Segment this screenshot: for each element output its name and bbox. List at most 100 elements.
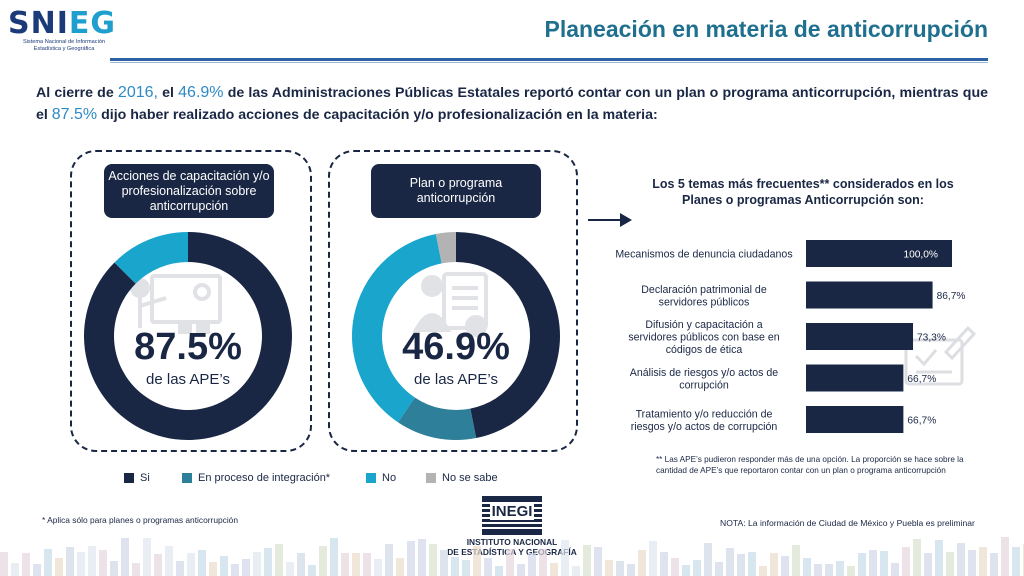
snieg-logo-subtitle: Sistema Nacional de Información Estadíst…	[22, 39, 106, 52]
strip-block	[616, 561, 624, 576]
strip-block	[121, 538, 129, 576]
intro-paragraph: Al cierre de 2016, el 46.9% de las Admin…	[36, 84, 989, 123]
strip-block	[55, 558, 63, 576]
title-divider	[110, 58, 988, 61]
strip-block	[660, 552, 668, 576]
bar-category-label-4: Análisis de riesgos y/o actos de corrupci…	[630, 367, 778, 392]
strip-block	[1001, 537, 1009, 576]
bar-value-label-1: 100,0%	[903, 250, 938, 261]
strip-block	[550, 563, 558, 576]
bar-value-label-3: 73,3%	[917, 333, 946, 344]
strip-block	[814, 564, 822, 576]
bar-value-label-2: 86,7%	[937, 291, 966, 302]
strip-block	[517, 564, 525, 576]
plan-frame	[328, 150, 578, 452]
strip-block	[847, 566, 855, 576]
strip-block	[33, 564, 41, 576]
plan-donut-chart	[352, 232, 561, 440]
strip-block	[209, 562, 217, 576]
strip-block	[638, 550, 646, 576]
strip-block	[352, 553, 360, 576]
capacitacion-frame	[70, 150, 312, 452]
strip-block	[143, 538, 151, 576]
strip-block	[539, 549, 547, 576]
strip-block	[99, 550, 107, 576]
bar-1	[806, 240, 952, 267]
bar-value-label-5: 66,7%	[907, 416, 936, 427]
strip-block	[979, 547, 987, 576]
strip-block	[869, 550, 877, 576]
intro-pct-plan: 46.9%	[178, 84, 224, 101]
intro-pct-cap: 87.5%	[51, 106, 98, 123]
strip-block	[154, 554, 162, 576]
strip-block	[385, 544, 393, 576]
title-divider-thin	[110, 62, 988, 63]
strip-block	[561, 540, 569, 576]
strip-block	[220, 556, 228, 576]
strip-block	[682, 565, 690, 576]
strip-block	[693, 560, 701, 576]
strip-block	[231, 564, 239, 576]
legend-item-proceso: En proceso de integración*	[182, 472, 330, 484]
legend-item-si: Si	[124, 472, 150, 484]
intro-year: 2016,	[117, 84, 158, 101]
bar-3	[806, 323, 914, 350]
strip-block	[264, 548, 272, 576]
plan-slice-2	[398, 397, 477, 440]
strip-block	[198, 550, 206, 576]
legend-item-no-sabe: No se sabe	[426, 472, 498, 484]
clipboard-pencil-icon	[904, 325, 977, 386]
bar-chart-title: Los 5 temas más frecuentes** considerado…	[652, 177, 954, 207]
snieg-logo: SNIEG Sistema Nacional de Información Es…	[8, 6, 118, 58]
strip-block	[627, 564, 635, 576]
strip-block	[506, 549, 514, 576]
strip-block	[187, 553, 195, 576]
inegi-logo-text: INEGI	[492, 503, 533, 520]
strip-block	[990, 553, 998, 576]
strip-block	[88, 546, 96, 576]
strip-block	[935, 540, 943, 576]
strip-block	[253, 552, 261, 576]
strip-block	[583, 545, 591, 576]
strip-block	[671, 558, 679, 576]
capacitacion-value: 87.5%	[134, 326, 242, 368]
strip-block	[891, 563, 899, 576]
strip-block	[462, 560, 470, 576]
strip-block	[715, 562, 723, 576]
nota-preliminar: NOTA: La información de Ciudad de México…	[720, 518, 975, 528]
strip-block	[594, 547, 602, 576]
capacitacion-caption: Acciones de capacitación y/o profesional…	[104, 164, 274, 218]
strip-block	[242, 559, 250, 576]
bar-2	[806, 281, 933, 309]
strip-block	[396, 558, 404, 576]
strip-block	[77, 552, 85, 576]
strip-block	[1012, 547, 1020, 576]
strip-block	[770, 553, 778, 576]
strip-block	[968, 550, 976, 576]
plan-sublabel: de las APE’s	[414, 371, 498, 388]
strip-block	[11, 563, 19, 576]
strip-block	[528, 553, 536, 576]
strip-block	[330, 538, 338, 576]
strip-block	[484, 558, 492, 576]
strip-block	[605, 560, 613, 576]
arrow-line	[588, 219, 622, 221]
strip-block	[836, 561, 844, 576]
strip-block	[792, 545, 800, 576]
plan-value: 46.9%	[402, 326, 510, 368]
bar-5	[806, 406, 904, 433]
legend-swatch-si	[124, 473, 134, 483]
strip-block	[66, 547, 74, 576]
strip-block	[803, 558, 811, 576]
bar-category-label-3: Difusión y capacitación a servidores públ…	[628, 319, 779, 356]
strip-block	[495, 566, 503, 576]
strip-block	[913, 539, 921, 576]
inegi-logo-mark: INEGI	[482, 496, 542, 535]
strip-block	[825, 564, 833, 576]
strip-block	[649, 541, 657, 576]
strip-block	[374, 559, 382, 576]
strip-block	[132, 563, 140, 576]
plan-slice-3	[352, 233, 442, 423]
strip-block	[902, 547, 910, 576]
strip-block	[407, 541, 415, 576]
